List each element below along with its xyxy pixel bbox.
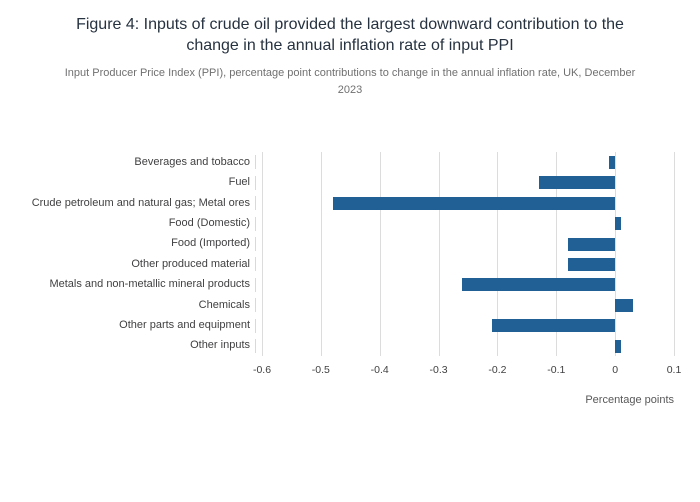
y-axis-labels: Beverages and tobacco Fuel Crude petroleum… bbox=[16, 152, 250, 406]
x-axis-tick-label: -0.5 bbox=[311, 364, 330, 377]
category-label: Other parts and equipment bbox=[16, 315, 250, 335]
category-label: Fuel bbox=[16, 173, 250, 193]
category-label: Food (Imported) bbox=[16, 234, 250, 254]
category-label-text: Fuel bbox=[228, 176, 250, 189]
gridline bbox=[262, 152, 263, 357]
gridline bbox=[438, 152, 440, 357]
plot-column: -0.6 -0.5 -0.4 -0.3 -0.2 -0.1 0 0.1 Percentage … bbox=[253, 152, 681, 407]
category-label-text: Beverages and tobacco bbox=[134, 155, 250, 168]
bar-chart: Beverages and tobacco Fuel Crude petroleum… bbox=[16, 152, 684, 406]
x-axis-tick-label: -0.2 bbox=[488, 364, 507, 377]
category-label: Other inputs bbox=[16, 336, 250, 356]
category-label: Crude petroleum and natural gas; Metal o… bbox=[16, 193, 250, 213]
y-axis-tick bbox=[255, 277, 256, 292]
category-label-text: Food (Imported) bbox=[171, 237, 250, 250]
chart-subtitle: Input Producer Price Index (PPI), percen… bbox=[64, 67, 636, 96]
category-label: Chemicals bbox=[16, 295, 250, 315]
y-axis-tick bbox=[255, 237, 256, 252]
bar bbox=[615, 339, 622, 353]
category-label-text: Chemicals bbox=[198, 298, 250, 311]
y-axis-tick bbox=[255, 298, 256, 313]
gridline bbox=[556, 152, 558, 357]
x-axis-label: Percentage points bbox=[585, 394, 674, 407]
x-axis-tick-labels: -0.6 -0.5 -0.4 -0.3 -0.2 -0.1 0 0.1 bbox=[253, 364, 681, 378]
bar bbox=[568, 237, 616, 251]
x-axis-tick-label: -0.1 bbox=[547, 364, 566, 377]
bar bbox=[609, 155, 616, 169]
category-label-text: Other inputs bbox=[190, 339, 250, 352]
category-label-text: Food (Domestic) bbox=[168, 217, 250, 230]
y-axis-tick bbox=[255, 196, 256, 211]
category-label: Other produced material bbox=[16, 254, 250, 274]
category-label-text: Other parts and equipment bbox=[119, 319, 250, 332]
gridline bbox=[674, 152, 675, 357]
x-axis-tick-label: -0.6 bbox=[252, 364, 272, 377]
bar bbox=[491, 319, 616, 333]
bar bbox=[538, 176, 616, 190]
gridline bbox=[497, 152, 499, 357]
y-axis-tick bbox=[255, 318, 256, 333]
y-axis-tick bbox=[255, 155, 256, 170]
category-label: Food (Domestic) bbox=[16, 213, 250, 233]
y-axis-tick-marks bbox=[250, 152, 262, 406]
x-axis-tick-label: -0.3 bbox=[429, 364, 448, 377]
x-axis-tick-label: -0.4 bbox=[370, 364, 389, 377]
category-label: Metals and non-metallic mineral products bbox=[16, 275, 250, 295]
bar bbox=[615, 298, 633, 312]
bar bbox=[615, 217, 622, 231]
y-axis-tick bbox=[255, 175, 256, 190]
gridline bbox=[379, 152, 381, 357]
category-label-text: Metals and non-metallic mineral products bbox=[49, 278, 250, 291]
plot-area bbox=[262, 152, 675, 357]
y-axis-tick bbox=[255, 257, 256, 272]
gridline bbox=[615, 152, 617, 357]
y-axis-tick bbox=[255, 339, 256, 354]
x-axis-tick-label: 0.1 bbox=[666, 364, 682, 377]
bar bbox=[568, 257, 616, 271]
category-label-text: Crude petroleum and natural gas; Metal o… bbox=[31, 196, 250, 209]
gridline bbox=[320, 152, 322, 357]
category-label: Beverages and tobacco bbox=[16, 152, 250, 172]
bar bbox=[462, 278, 616, 292]
x-axis-tick-label: 0 bbox=[612, 364, 619, 377]
chart-title: Figure 4: Inputs of crude oil provided t… bbox=[76, 16, 624, 55]
y-axis-tick bbox=[255, 216, 256, 231]
category-label-text: Other produced material bbox=[131, 257, 250, 270]
bar bbox=[332, 196, 616, 210]
